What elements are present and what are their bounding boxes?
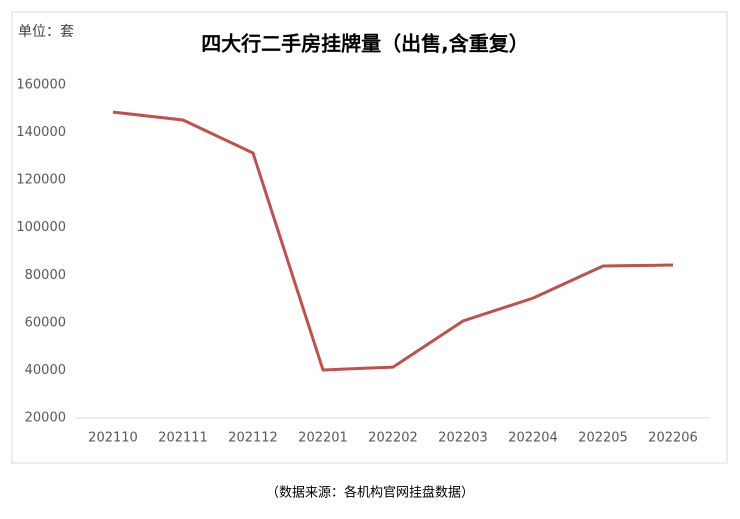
chart-title: 四大行二手房挂牌量（出售,含重复）: [201, 32, 529, 56]
line-series: [112, 110, 674, 372]
x-tick-label: 202112: [228, 431, 278, 446]
x-tick-label: 202110: [88, 431, 138, 446]
y-tick-label: 20000: [25, 411, 66, 426]
y-tick-label: 120000: [16, 173, 66, 188]
source-note: （数据来源：各机构官网挂盘数据）: [266, 485, 474, 501]
y-tick-label: 40000: [25, 363, 66, 378]
y-tick-label: 60000: [25, 315, 66, 330]
x-tick-label: 202201: [298, 431, 348, 446]
chart-frame: [11, 11, 728, 464]
x-tick-label: 202203: [438, 431, 488, 446]
x-tick-label: 202206: [648, 431, 698, 446]
y-tick-label: 100000: [16, 220, 66, 235]
y-tick-label: 160000: [16, 78, 66, 93]
y-tick-label: 140000: [16, 125, 66, 140]
x-tick-label: 202204: [508, 431, 558, 446]
x-tick-label: 202111: [158, 431, 208, 446]
x-tick-label: 202202: [368, 431, 418, 446]
x-tick-label: 202205: [578, 431, 628, 446]
y-tick-label: 80000: [25, 268, 66, 283]
unit-label: 单位：套: [18, 24, 74, 40]
